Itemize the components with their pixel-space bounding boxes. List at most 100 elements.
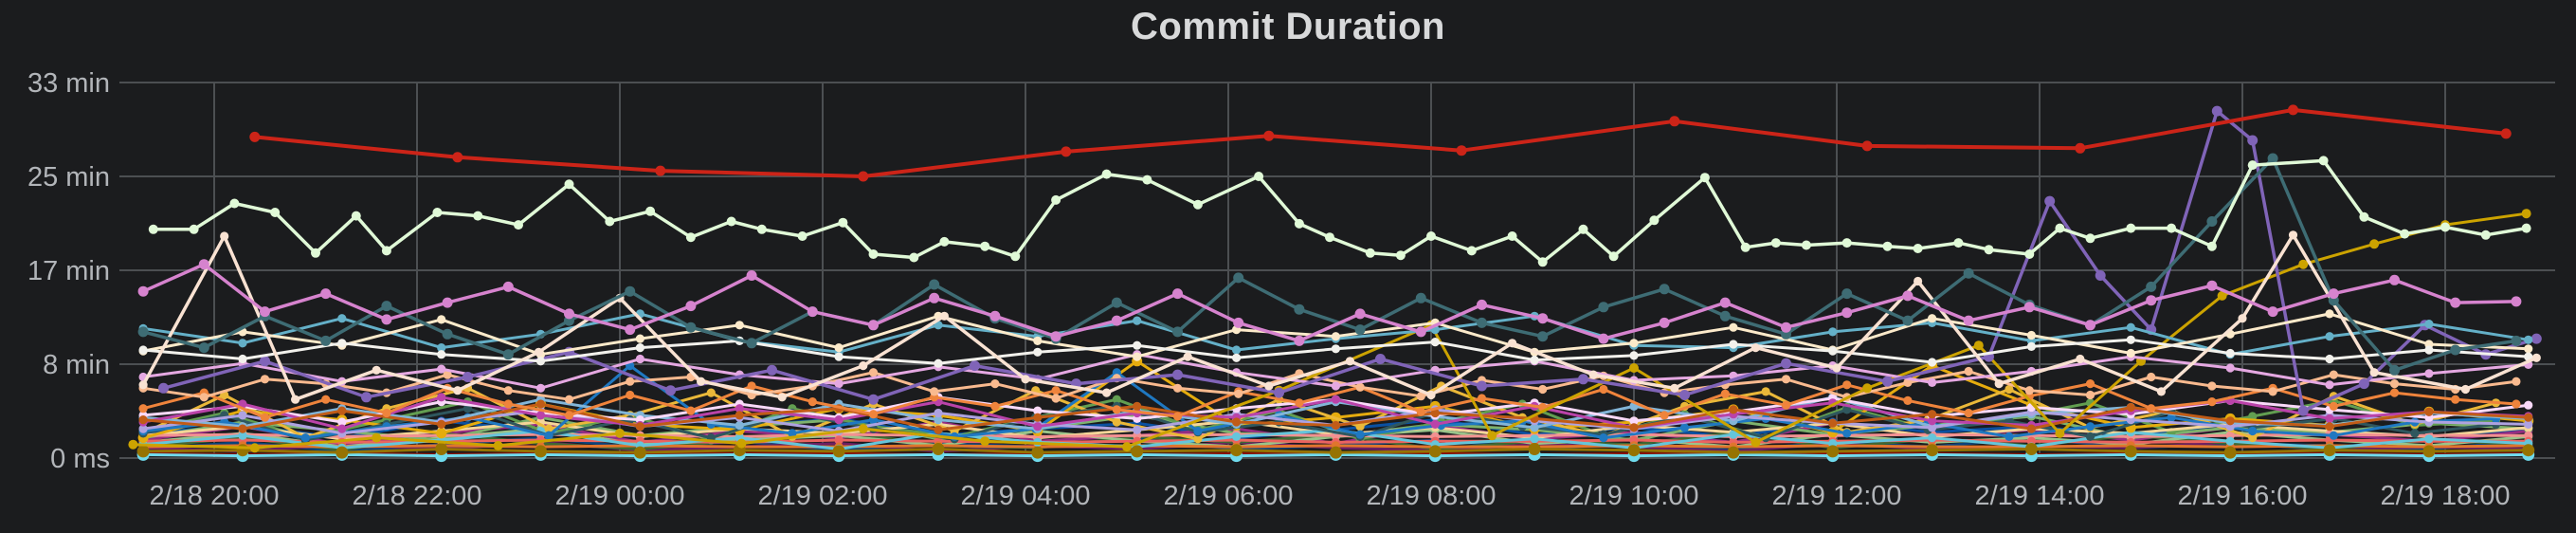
data-point [2248, 426, 2258, 436]
data-point [128, 439, 138, 450]
series-line [142, 404, 2496, 442]
data-point [220, 231, 229, 241]
series-light-green [148, 156, 2531, 267]
data-point [1781, 400, 1791, 410]
data-point [1345, 357, 1354, 366]
data-point [1477, 299, 1487, 310]
data-point [2359, 211, 2369, 222]
data-point [336, 446, 349, 459]
data-point [502, 281, 514, 292]
data-point [1801, 240, 1811, 250]
data-point [2247, 135, 2259, 146]
data-point [238, 411, 247, 420]
data-point [1477, 394, 1487, 403]
data-point [645, 206, 656, 216]
data-point [2512, 377, 2521, 386]
data-point [503, 399, 513, 409]
data-point [2026, 424, 2036, 433]
data-point [1111, 297, 1122, 308]
data-point [1112, 405, 1121, 414]
data-point [2026, 341, 2036, 351]
data-point [2511, 296, 2522, 307]
data-point [493, 440, 503, 450]
series-blush [138, 230, 2541, 404]
panel-title[interactable]: Commit Duration [1131, 6, 1445, 47]
data-point [1913, 244, 1923, 253]
data-point [437, 315, 446, 324]
data-point [1842, 380, 1852, 390]
data-point [1826, 445, 1840, 458]
y-axis-label: 33 min [27, 68, 110, 99]
data-point [2225, 416, 2235, 426]
data-point [535, 411, 546, 420]
data-point [2511, 335, 2522, 346]
data-point [1051, 394, 1061, 403]
data-point [1882, 241, 1893, 251]
data-point [1729, 340, 1738, 349]
data-point [2531, 353, 2541, 362]
data-point [980, 436, 990, 447]
x-axis-label: 2/19 00:00 [554, 481, 684, 511]
data-point [437, 343, 446, 353]
data-point [2085, 379, 2095, 389]
data-point [1629, 416, 1639, 426]
data-point [1230, 444, 1243, 457]
data-point [1031, 446, 1044, 459]
data-point [1331, 332, 1340, 341]
data-point [1172, 369, 1183, 380]
data-point [2500, 128, 2512, 139]
data-point [1660, 411, 1669, 420]
data-point [747, 381, 756, 391]
data-point [1903, 377, 1913, 387]
series-rust [138, 399, 2533, 434]
data-point [2298, 259, 2309, 269]
data-point [1627, 444, 1641, 457]
data-point [1608, 251, 1619, 262]
data-point [270, 208, 281, 217]
data-point [1973, 340, 1984, 351]
data-point [260, 413, 270, 422]
data-point [934, 415, 943, 425]
data-point [859, 361, 868, 371]
data-point [148, 224, 158, 234]
data-point [735, 321, 744, 330]
data-point [735, 411, 744, 420]
data-point [1928, 410, 1937, 419]
series-line [142, 156, 2517, 373]
data-point [337, 424, 347, 433]
data-point [1131, 445, 1144, 458]
data-point [929, 292, 940, 303]
data-point [502, 349, 514, 360]
data-point [686, 406, 696, 415]
data-point [1928, 314, 1937, 323]
data-point [1122, 442, 1132, 452]
data-point [381, 314, 392, 325]
plot-area[interactable] [121, 47, 2557, 458]
data-point [514, 220, 523, 230]
data-point [437, 364, 446, 374]
data-point [351, 211, 361, 221]
data-point [1329, 446, 1342, 459]
data-point [2521, 223, 2531, 233]
x-axis-label: 2/19 02:00 [757, 481, 887, 511]
series-red [249, 104, 2512, 182]
data-point [2422, 445, 2436, 458]
data-point [2522, 444, 2535, 457]
data-point [249, 131, 261, 142]
data-point [544, 424, 553, 433]
data-point [2325, 380, 2334, 390]
data-point [1964, 366, 1973, 377]
data-point [868, 249, 879, 259]
data-point [635, 354, 645, 364]
data-point [1984, 245, 1994, 255]
data-point [199, 393, 209, 402]
data-point [939, 236, 950, 247]
data-point [2247, 160, 2258, 171]
data-point [138, 424, 148, 433]
x-axis-label: 2/19 14:00 [1974, 481, 2104, 511]
data-point [685, 232, 696, 243]
data-point [1926, 444, 1939, 457]
data-point [382, 408, 391, 418]
data-point [1507, 231, 1517, 241]
data-point [1588, 370, 1598, 379]
